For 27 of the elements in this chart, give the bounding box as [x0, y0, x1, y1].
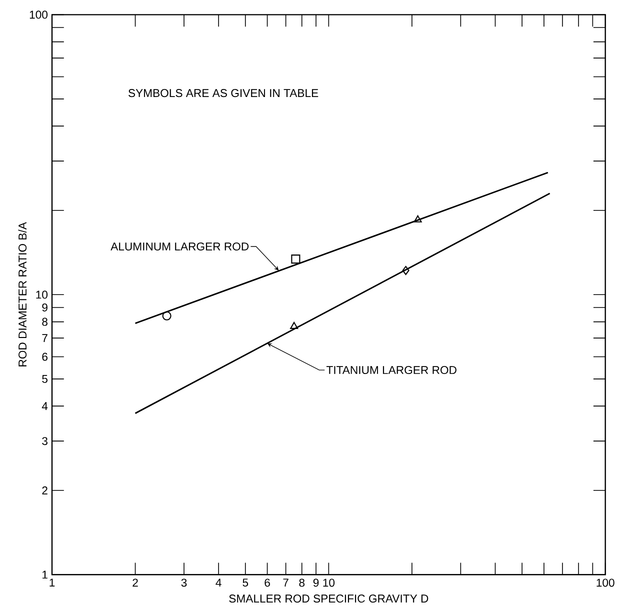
y-axis-title: ROD DIAMETER RATIO B/A	[18, 222, 27, 367]
y-tick-label: 10	[36, 290, 48, 299]
x-tick-label: 9	[313, 578, 319, 587]
x-tick-label: 7	[283, 578, 288, 587]
y-tick-label: 9	[42, 304, 48, 312]
x-tick-label: 4	[216, 578, 222, 587]
x-axis-title: SMALLER ROD SPECIFIC GRAVITY D	[229, 594, 428, 603]
x-tick-label: 10	[323, 578, 335, 587]
x-tick-label: 6	[264, 578, 270, 587]
y-tick-label: 3	[42, 437, 48, 446]
y-tick-label: 2	[42, 486, 48, 495]
x-tick-label: 1	[50, 578, 55, 587]
y-tick-label: 6	[42, 352, 48, 361]
x-tick-label: 100	[596, 578, 614, 587]
x-tick-label: 3	[181, 578, 187, 587]
x-tick-label: 2	[132, 578, 138, 587]
y-tick-label: 1	[42, 570, 48, 579]
annotation: ALUMINUM LARGER ROD	[110, 242, 249, 251]
annotation: TITANIUM LARGER ROD	[326, 366, 456, 374]
y-tick-label: 100	[30, 10, 48, 19]
y-tick-label: 8	[42, 318, 48, 326]
x-tick-label: 8	[299, 578, 305, 587]
y-tick-label: 7	[42, 334, 48, 342]
y-tick-label: 5	[42, 375, 48, 384]
y-tick-label: 4	[42, 402, 48, 410]
x-tick-label: 5	[242, 578, 248, 587]
annotation: SYMBOLS ARE AS GIVEN IN TABLE	[128, 89, 318, 98]
